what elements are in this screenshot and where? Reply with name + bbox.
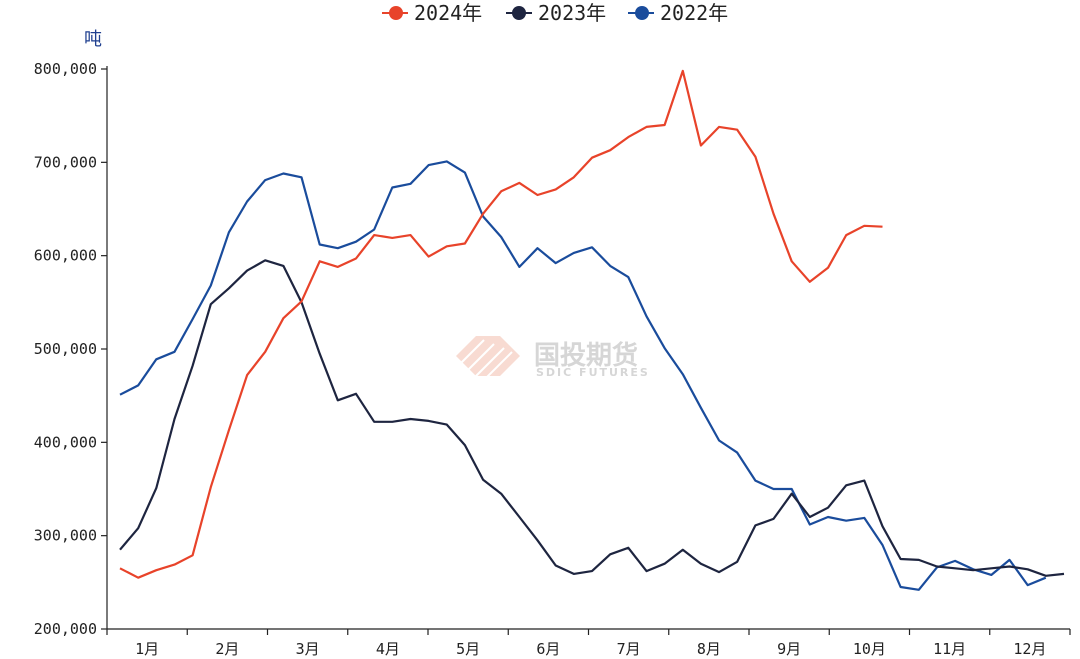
series-layer (119, 69, 1065, 591)
watermark: 国投期货 SDIC FUTURES (451, 336, 650, 383)
legend-item-2023: 2023年 (506, 1, 606, 25)
y-tick-label: 500,000 (34, 340, 97, 358)
legend-label-2024: 2024年 (414, 1, 482, 25)
legend: 2024年 2023年 2022年 (382, 1, 728, 25)
watermark-name-cn: 国投期货 (534, 340, 638, 371)
x-tick-label: 10月 (853, 640, 886, 658)
x-tick-label: 8月 (697, 640, 721, 658)
y-tick-label: 200,000 (34, 620, 97, 638)
x-tick-label: 6月 (536, 640, 560, 658)
x-tick-label: 2月 (215, 640, 239, 658)
series-line-2024 (119, 69, 883, 579)
legend-item-2022: 2022年 (628, 1, 728, 25)
watermark-logo (451, 336, 520, 383)
watermark-name-en: SDIC FUTURES (536, 366, 650, 379)
x-tick-label: 11月 (933, 640, 966, 658)
series-line-2022 (119, 160, 1047, 591)
x-tick-label: 4月 (376, 640, 400, 658)
legend-marker-2024 (389, 6, 403, 20)
x-tick-label: 9月 (777, 640, 801, 658)
legend-label-2022: 2022年 (660, 1, 728, 25)
x-tick-label: 12月 (1013, 640, 1046, 658)
legend-marker-2022 (635, 6, 649, 20)
x-tick-label: 3月 (296, 640, 320, 658)
y-tick-label: 300,000 (34, 527, 97, 545)
y-tick-label: 700,000 (34, 153, 97, 171)
x-tick-label: 7月 (617, 640, 641, 658)
y-tick-label: 800,000 (34, 60, 97, 78)
legend-item-2024: 2024年 (382, 1, 482, 25)
y-axis-unit-label: 吨 (84, 29, 102, 50)
x-axis-ticks: 1月 2月 3月 4月 5月 6月 7月 8月 9月 10月 11月 12月 (106, 629, 1071, 658)
x-tick-label: 1月 (135, 640, 159, 658)
y-tick-label: 600,000 (34, 247, 97, 265)
series-line-2023 (119, 259, 1065, 577)
y-tick-label: 400,000 (34, 433, 97, 451)
legend-label-2023: 2023年 (538, 1, 606, 25)
y-axis-ticks: 200,000 300,000 400,000 500,000 600,000 700,0… (34, 60, 107, 638)
x-tick-label: 5月 (456, 640, 480, 658)
legend-marker-2023 (512, 6, 526, 20)
